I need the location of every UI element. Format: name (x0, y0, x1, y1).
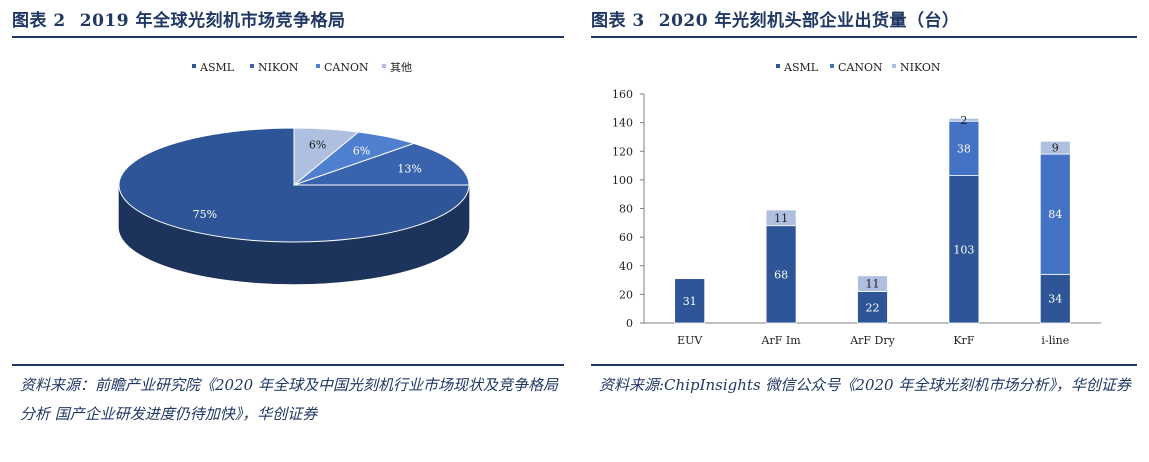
bar-legend-marker-2 (892, 64, 896, 68)
y-ticks: 0 20 40 60 80 100 120 140 160 (612, 88, 644, 330)
bar-label-KrF-NIKON: 2 (960, 114, 967, 127)
bar-label-i-line-NIKON: 9 (1052, 142, 1059, 155)
pie-slice-其他 (293, 127, 360, 187)
x-tick-label-4: i-line (1041, 334, 1069, 347)
legend-marker-3 (382, 64, 386, 68)
figure-2-source: 资料来源：前瞻产业研究院《2020 年全球及中国光刻机行业市场现状及竞争格局分析… (20, 376, 558, 423)
legend-marker-2 (316, 64, 320, 68)
y-tick-label-140: 140 (612, 117, 633, 130)
pie-label-NIKON: 13% (397, 163, 421, 176)
pie-label-ASML: 75% (193, 208, 217, 221)
bar-label-KrF-ASML: 103 (953, 243, 974, 256)
y-tick-label-100: 100 (612, 174, 633, 187)
y-tick-label-120: 120 (612, 145, 633, 158)
x-tick-label-2: ArF Dry (849, 334, 895, 347)
bar-legend-label-1: CANON (838, 61, 883, 74)
legend-label-3: 其他 (390, 61, 412, 74)
figure-3-bottom-rule (591, 364, 1137, 366)
figure-2-bottom-rule (12, 364, 564, 366)
figure-2-title: 图表 2 2019 年全球光刻机市场竞争格局 (12, 6, 345, 31)
bar-ArF Dry-NIKON (857, 275, 888, 292)
bar-label-i-line-CANON: 84 (1048, 208, 1062, 221)
legend-label-1: NIKON (258, 61, 299, 74)
legend-label-0: ASML (199, 61, 235, 74)
bar-i-line-ASML (1039, 273, 1071, 324)
bar-legend-marker-1 (830, 64, 834, 68)
figure-3-label: 图表 3 (591, 11, 645, 31)
x-tick-label-3: KrF (953, 334, 974, 347)
bar-label-ArF Dry-NIKON: 11 (866, 278, 880, 291)
bar-label-KrF-CANON: 38 (957, 142, 971, 155)
x-tick-label-0: EUV (677, 334, 703, 347)
bar-i-line-CANON (1039, 153, 1071, 275)
y-tick-label-20: 20 (619, 288, 633, 301)
figure-2-title-text: 2019 年全球光刻机市场竞争格局 (79, 11, 346, 31)
legend-label-2: CANON (324, 61, 369, 74)
legend-marker-1 (250, 64, 254, 68)
bar-legend-label-0: ASML (783, 61, 819, 74)
x-tick-label-1: ArF Im (761, 334, 802, 347)
pie-legend: ASML NIKON CANON 其他 (192, 61, 412, 74)
bar-label-ArF Im-ASML: 68 (774, 268, 788, 281)
figure-3-title: 图表 3 2020 年光刻机头部企业出货量（台） (591, 6, 959, 31)
figure-2-top-rule (12, 36, 564, 38)
y-tick-label-0: 0 (626, 317, 633, 330)
legend-marker-0 (192, 64, 196, 68)
x-tick-labels: EUV ArF Im ArF Dry KrF i-line (677, 334, 1069, 347)
bar-label-i-line-ASML: 34 (1048, 293, 1062, 306)
bar-KrF-NIKON (948, 117, 980, 122)
y-tick-label-40: 40 (619, 260, 633, 273)
bar-EUV-ASML (674, 278, 706, 324)
bar-legend-marker-0 (776, 64, 780, 68)
bar-label-ArF Dry-ASML: 22 (866, 301, 880, 314)
bar-legend: ASML CANON NIKON (776, 61, 941, 74)
figure-2-label: 图表 2 (12, 11, 66, 31)
figure-3-source: 资料来源:ChipInsights 微信公众号《2020 年全球光刻机市场分析》… (599, 376, 1131, 394)
bar-ArF Im-ASML (765, 225, 797, 324)
pie-label-其他: 6% (309, 139, 326, 152)
figure-2-panel: 图表 2 2019 年全球光刻机市场竞争格局 ASML NIKON CANON 其他 75… (12, 0, 564, 462)
pie-label-CANON: 6% (353, 144, 370, 157)
bar-legend-label-2: NIKON (900, 61, 941, 74)
pie-top (118, 127, 470, 243)
figure-3-panel: 图表 3 2020 年光刻机头部企业出货量（台） ASML CANON NIKON 0 2… (591, 0, 1137, 462)
bar-label-ArF Im-NIKON: 11 (774, 212, 788, 225)
bar-ArF Im-NIKON (765, 209, 797, 227)
bar-i-line-NIKON (1039, 140, 1071, 155)
bar-label-EUV-ASML: 31 (683, 295, 697, 308)
figure-3-top-rule (591, 36, 1137, 38)
pie-data-labels: 75% 13% 6% 6% (193, 139, 422, 221)
y-tick-label-60: 60 (619, 231, 633, 244)
y-tick-label-80: 80 (619, 203, 633, 216)
y-tick-label-160: 160 (612, 88, 633, 101)
figure-3-title-text: 2020 年光刻机头部企业出货量（台） (658, 11, 960, 31)
bar-KrF-ASML (948, 175, 980, 324)
bars (674, 117, 1071, 324)
pie-slice-NIKON (293, 142, 470, 186)
bar-data-labels: 31 68 11 22 11 103 38 2 34 84 9 (683, 114, 1063, 314)
stacked-bar-chart: ASML CANON NIKON 0 20 40 60 80 100 120 140 160 31 68 1… (612, 61, 1101, 347)
pie-chart: ASML NIKON CANON 其他 75% 13% 6% 6% (118, 61, 470, 285)
